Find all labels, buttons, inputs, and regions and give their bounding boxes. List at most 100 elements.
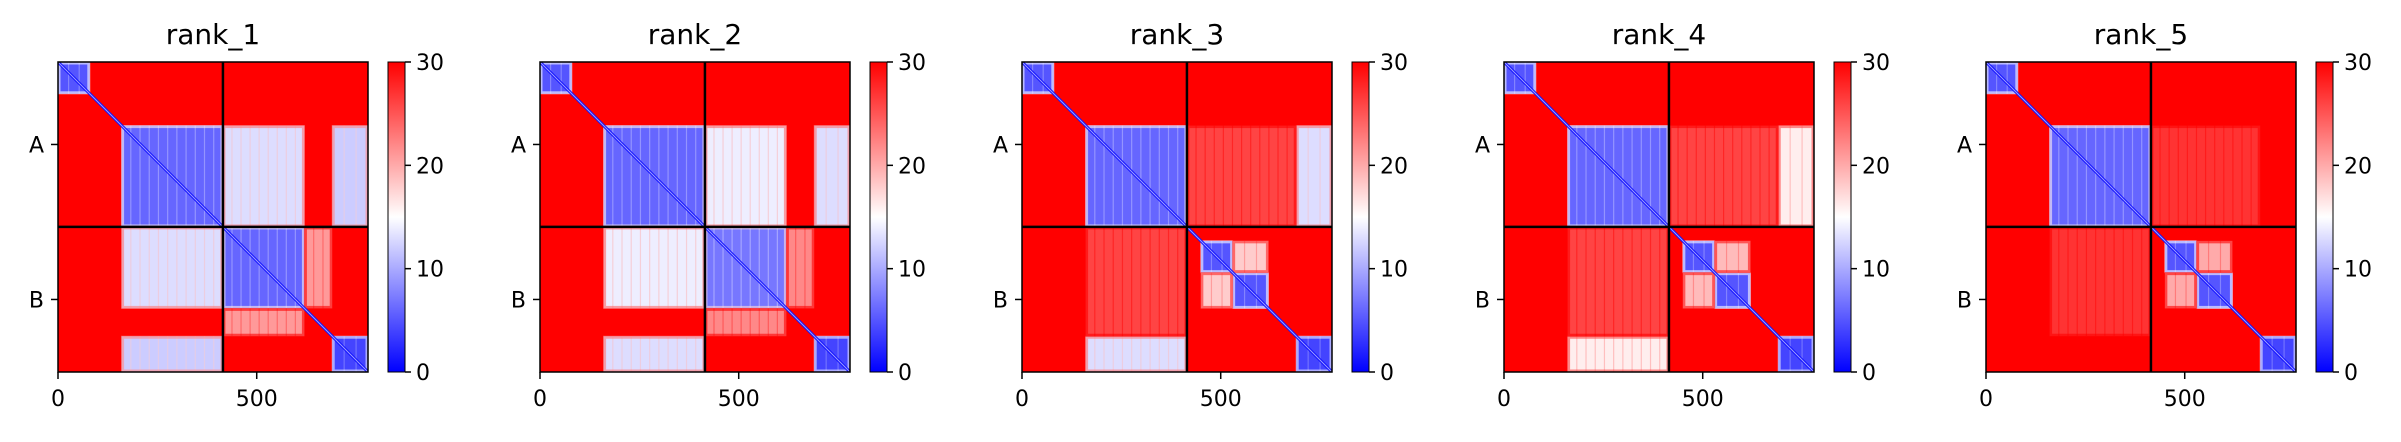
heatmap-block [222, 125, 305, 227]
heatmap-block [121, 336, 223, 372]
heatmap-block-edge [331, 335, 368, 372]
panel-title: rank_1 [166, 18, 260, 51]
colorbar-tick-label: 30 [2344, 51, 2372, 76]
panel-rank_4: rank_4 0 500 A B 0 10 20 30 [1475, 18, 1890, 412]
colorbar [388, 62, 405, 372]
colorbar-tick-label: 0 [416, 361, 430, 386]
y-tick-label: B [1475, 288, 1490, 313]
colorbar-tick-label: 20 [1380, 154, 1408, 179]
heatmap-diagonal-highlight [1022, 62, 1332, 372]
heatmap-block-edge [1777, 335, 1814, 372]
heatmap-block [814, 125, 850, 227]
y-tick-label: A [993, 133, 1008, 158]
x-tick-label: 0 [533, 387, 547, 412]
y-tick-label: A [1957, 133, 1972, 158]
heatmap-area [1504, 62, 1814, 372]
heatmap-block-edge [1682, 240, 1716, 274]
colorbar-tick-label: 0 [1380, 361, 1394, 386]
colorbar-tick-label: 20 [1862, 154, 1890, 179]
heatmap-block-edge [2164, 272, 2198, 309]
heatmap-block-edge [1232, 240, 1269, 274]
heatmap-block-edge [1200, 240, 1234, 274]
heatmap-block-edge [2259, 335, 2296, 372]
heatmap-block [1714, 240, 1751, 273]
x-tick-label: 0 [1979, 387, 1993, 412]
panel-title: rank_5 [2094, 18, 2188, 51]
heatmap-block [1232, 240, 1269, 273]
colorbar-tick-label: 10 [2344, 258, 2372, 283]
heatmap-diagonal-highlight [58, 62, 368, 372]
heatmap-diagonal-highlight [1504, 62, 1814, 372]
x-tick-label: 0 [1497, 387, 1511, 412]
heatmap-block [222, 308, 305, 337]
heatmap-block-edge [1714, 240, 1751, 274]
axes-frame [539, 61, 851, 373]
heatmap-block-edge [1232, 272, 1269, 309]
heatmap-block [304, 226, 333, 309]
colorbar-tick-label: 30 [416, 51, 444, 76]
y-tick-label: A [511, 133, 526, 158]
colorbar-tick-label: 0 [1862, 361, 1876, 386]
heatmap-block-edge [1295, 335, 1332, 372]
colorbar-tick-label: 20 [416, 154, 444, 179]
colorbar [870, 62, 887, 372]
heatmap-block-edge [2164, 240, 2198, 274]
heatmap-block [1085, 336, 1187, 372]
heatmap-block [603, 336, 705, 372]
heatmap-block-edge [1022, 62, 1055, 95]
heatmap-block-edge [1714, 272, 1751, 309]
heatmap-block [2150, 125, 2261, 227]
axes-frame [57, 61, 369, 373]
colorbar-frame [1351, 61, 1370, 373]
heatmap-block [1668, 125, 1779, 227]
colorbar [1352, 62, 1369, 372]
heatmap-block [2196, 240, 2233, 273]
heatmap-area [1022, 62, 1332, 372]
colorbar-tick-label: 0 [898, 361, 912, 386]
heatmap-block [121, 226, 223, 309]
colorbar-tick-label: 20 [898, 154, 926, 179]
axes-frame [1503, 61, 1815, 373]
panel-title: rank_2 [648, 18, 742, 51]
heatmap-block [1567, 226, 1669, 337]
colorbar-tick-label: 0 [2344, 361, 2358, 386]
colorbar-tick-label: 30 [1380, 51, 1408, 76]
heatmap-block [1085, 226, 1187, 337]
heatmap-block [1567, 336, 1669, 372]
panel-rank_5: rank_5 0 500 A B 0 10 20 30 [1957, 18, 2372, 412]
colorbar-frame [869, 61, 888, 373]
colorbar-tick-label: 30 [1862, 51, 1890, 76]
heatmap-block-edge [813, 335, 850, 372]
heatmap-block [2049, 226, 2151, 337]
heatmap-block-edge [2196, 240, 2233, 274]
heatmap-block [1682, 272, 1715, 309]
x-tick-label: 500 [718, 387, 760, 412]
y-tick-label: B [993, 288, 1008, 313]
y-tick-label: B [1957, 288, 1972, 313]
heatmap-block-edge [58, 62, 91, 95]
panel-rank_1: rank_1 0 500 A B 0 10 20 30 [29, 18, 444, 412]
heatmap-diagonal-highlight [1986, 62, 2296, 372]
x-tick-label: 500 [1200, 387, 1242, 412]
heatmap-area [1986, 62, 2296, 372]
x-tick-label: 500 [236, 387, 278, 412]
colorbar-frame [1833, 61, 1852, 373]
heatmap-block-edge [1682, 272, 1716, 309]
colorbar-tick-label: 10 [1380, 258, 1408, 283]
heatmap-block [704, 308, 787, 337]
heatmap-diagonal-highlight [540, 62, 850, 372]
colorbar-tick-label: 10 [1862, 258, 1890, 283]
panel-title: rank_3 [1130, 18, 1224, 51]
heatmap-block [2164, 272, 2197, 309]
heatmap-block [1296, 125, 1332, 227]
panel-title: rank_4 [1612, 18, 1706, 51]
heatmap-block [1200, 272, 1233, 309]
x-tick-label: 0 [1015, 387, 1029, 412]
panel-rank_3: rank_3 0 500 A B 0 10 20 30 [993, 18, 1408, 412]
heatmap-block [603, 226, 705, 309]
panel-rank_2: rank_2 0 500 A B 0 10 20 30 [511, 18, 926, 412]
y-tick-label: B [511, 288, 526, 313]
colorbar-frame [2315, 61, 2334, 373]
